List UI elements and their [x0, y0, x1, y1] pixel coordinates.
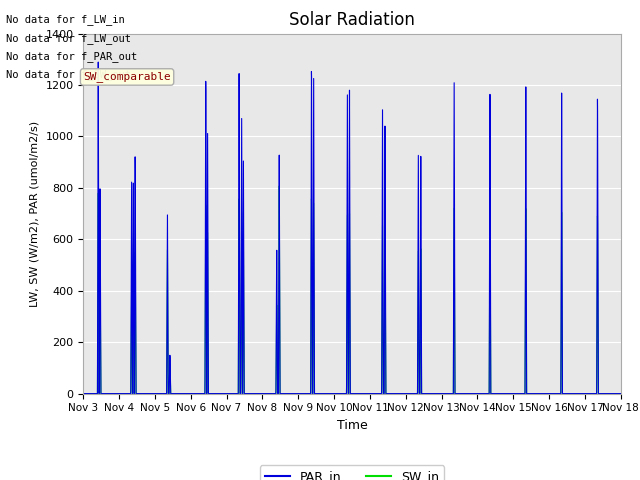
PAR_in	[500, 391, 508, 396]
Line: SW_in: SW_in	[83, 186, 621, 394]
Text: No data for f_SW_out: No data for f_SW_out	[6, 69, 131, 80]
Text: No data for f_LW_in: No data for f_LW_in	[6, 14, 125, 25]
Text: No data for f_PAR_out: No data for f_PAR_out	[6, 51, 138, 62]
SW_in	[372, 391, 380, 396]
X-axis label: Time: Time	[337, 419, 367, 432]
PAR_in	[540, 391, 547, 396]
PAR_in	[79, 391, 87, 396]
PAR_in	[401, 391, 408, 396]
SW_in	[401, 391, 408, 396]
Text: SW_comparable: SW_comparable	[83, 72, 171, 83]
PAR_in	[526, 391, 534, 396]
Y-axis label: LW, SW (W/m2), PAR (umol/m2/s): LW, SW (W/m2), PAR (umol/m2/s)	[30, 120, 40, 307]
SW_in	[79, 391, 87, 396]
SW_in	[275, 183, 283, 189]
SW_in	[540, 391, 547, 396]
SW_in	[526, 391, 534, 396]
PAR_in	[372, 391, 380, 396]
PAR_in	[95, 59, 102, 65]
SW_in	[500, 391, 508, 396]
Line: PAR_in: PAR_in	[83, 62, 621, 394]
Legend: PAR_in, SW_in: PAR_in, SW_in	[260, 465, 444, 480]
SW_in	[191, 391, 198, 396]
SW_in	[617, 391, 625, 396]
Title: Solar Radiation: Solar Radiation	[289, 11, 415, 29]
PAR_in	[617, 391, 625, 396]
Text: No data for f_LW_out: No data for f_LW_out	[6, 33, 131, 44]
PAR_in	[191, 391, 198, 396]
